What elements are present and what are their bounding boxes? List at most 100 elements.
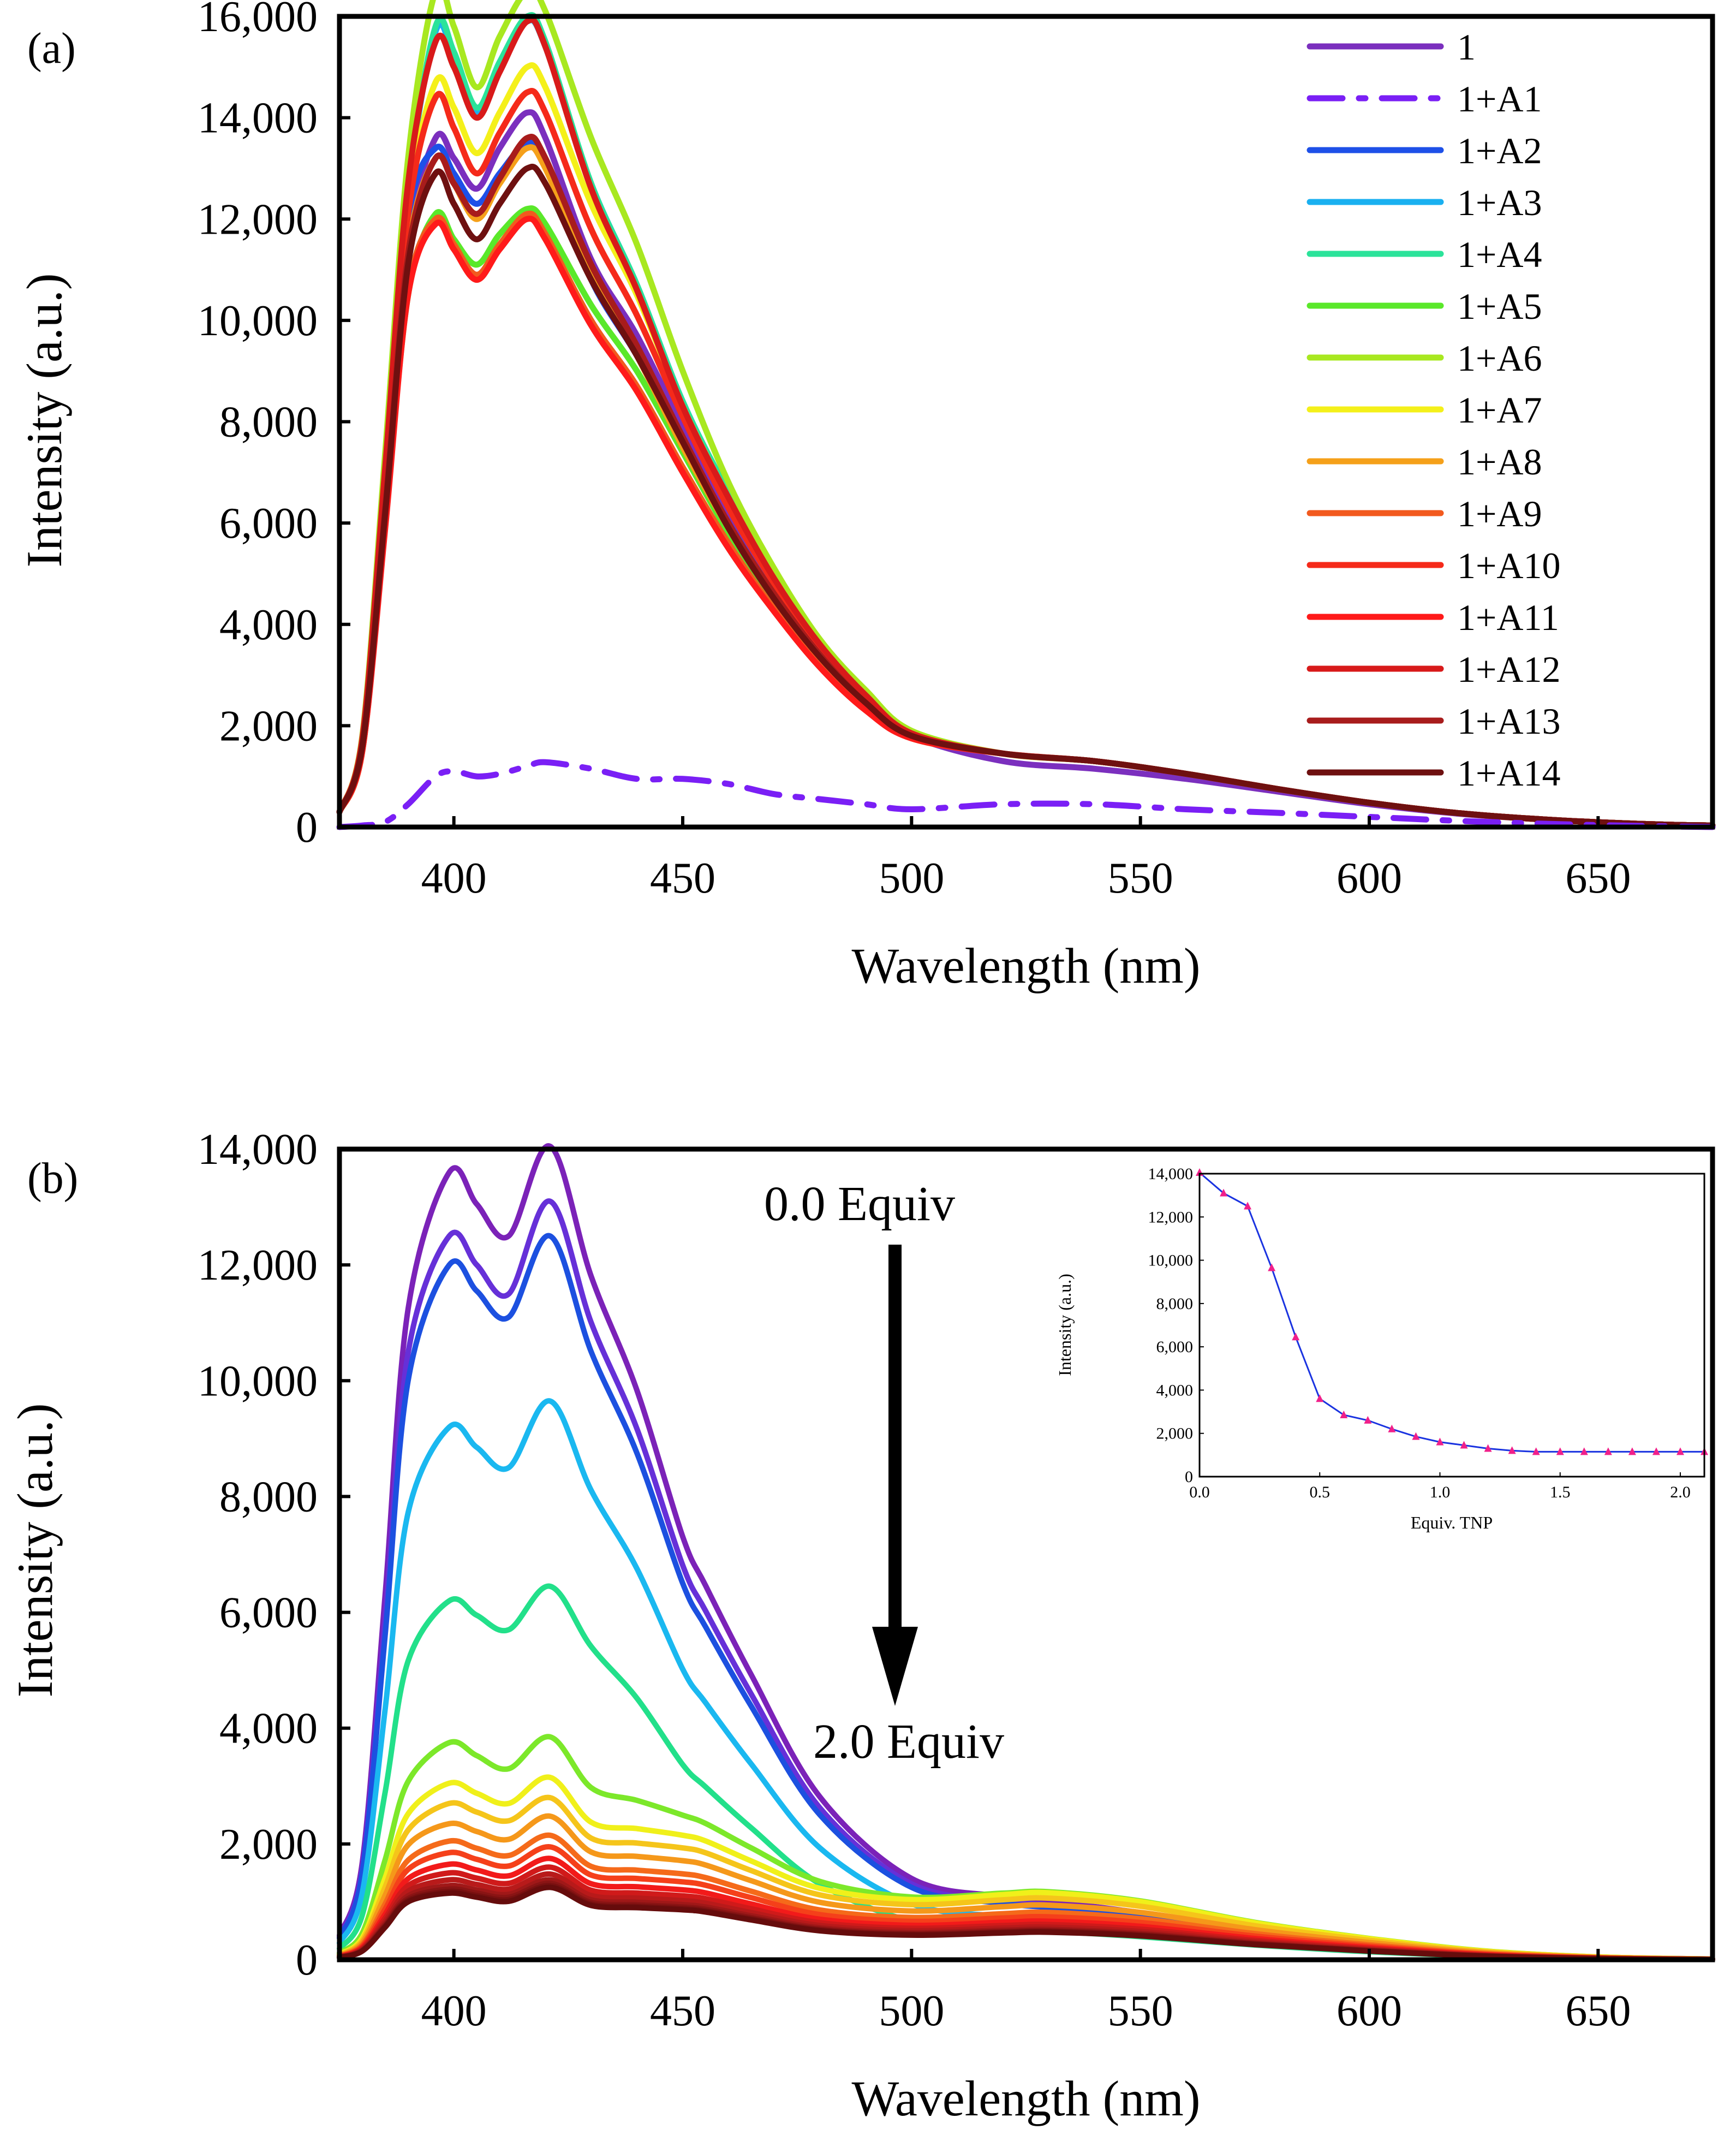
panel-a-x-tick-label: 650 [1565,854,1631,902]
inset-y-tick-label: 14,000 [1148,1165,1194,1183]
inset-y-tick-label: 8,000 [1156,1295,1194,1313]
legend-label: 1+A7 [1457,389,1542,431]
panel-a-y-tick-label: 0 [296,804,318,852]
legend-label: 1+A8 [1457,441,1542,483]
inset-data-marker [1316,1394,1324,1402]
legend-label: 1+A3 [1457,182,1542,223]
panel-a-y-tick-label: 6,000 [219,499,318,548]
panel-b-x-axis-title: Wavelength (nm) [852,2071,1201,2126]
inset-y-tick-label: 10,000 [1148,1252,1194,1270]
inset-x-tick-label: 0.0 [1189,1483,1210,1501]
panel-b-x-tick-label: 400 [421,1987,487,2035]
annotation-start-equiv: 0.0 Equiv [764,1177,955,1231]
inset-data-marker [1532,1447,1540,1455]
panel-a-x-tick-label: 600 [1337,854,1402,902]
inset-data-marker [1604,1447,1612,1455]
panel-a-y-ticks: 0 2,000 4,000 6,000 8,000 10,000 12,000 14,000 1… [198,0,350,852]
inset-data-marker [1460,1441,1468,1449]
inset-x-tick-label: 2.0 [1670,1483,1691,1501]
annotation-end-equiv: 2.0 Equiv [813,1715,1004,1769]
panel-b-y-tick-label: 14,000 [198,1126,318,1174]
inset-y-tick-label: 6,000 [1156,1338,1194,1356]
inset-data-marker [1340,1411,1348,1419]
legend-label: 1+A2 [1457,130,1542,171]
inset-x-ticks: 0.0 0.5 1.0 1.5 2.0 [1189,1472,1691,1501]
inset-y-tick-label: 2,000 [1156,1425,1194,1443]
inset-y-axis-title: Intensity (a.u.) [1055,1274,1075,1376]
inset-data-marker [1484,1444,1492,1452]
panel-a-x-tick-label: 500 [879,854,944,902]
inset-data-marker [1676,1447,1684,1455]
panel-a: (a) 400 450 500 550 600 650 0 2,000 4,000 6,000 8… [16,0,1716,994]
panel-a-y-tick-label: 16,000 [198,0,318,41]
panel-b-x-tick-label: 550 [1108,1987,1173,2035]
panel-b-x-ticks: 400 450 500 550 600 650 [421,1949,1631,2035]
panel-b-y-tick-label: 2,000 [219,1821,318,1869]
legend-label: 1+A1 [1457,78,1542,120]
legend-label: 1 [1457,26,1476,68]
inset-data-marker [1508,1446,1516,1454]
panel-b-y-tick-label: 8,000 [219,1473,318,1521]
inset-background [1200,1174,1704,1477]
legend-label: 1+A6 [1457,337,1542,379]
panel-b-x-tick-label: 450 [650,1987,715,2035]
panel-a-y-tick-label: 14,000 [198,94,318,142]
panel-b-x-tick-label: 650 [1565,1987,1631,2035]
panel-b-y-axis-title: Intensity (a.u.) [7,1403,63,1697]
inset-data-marker [1556,1447,1564,1455]
inset-data-marker [1628,1447,1636,1455]
legend-label: 1+A4 [1457,234,1542,275]
panel-b-x-tick-label: 600 [1337,1987,1402,2035]
inset-y-tick-label: 0 [1185,1468,1193,1486]
inset-series-line [1199,1171,1704,1453]
panel-a-x-axis-title: Wavelength (nm) [852,938,1201,994]
inset-y-tick-label: 12,000 [1148,1208,1194,1226]
panel-a-y-tick-label: 2,000 [219,702,318,750]
inset-data-marker [1580,1447,1588,1455]
panel-b-series-line [337,1884,1715,1962]
legend-label: 1+A12 [1457,649,1560,690]
panel-a-series-group [336,0,1716,830]
inset-data-marker [1364,1416,1372,1424]
panel-b-series-group [337,1143,1715,1962]
panel-b-y-tick-label: 0 [296,1936,318,1984]
panel-b-y-tick-label: 6,000 [219,1589,318,1637]
panel-a-y-tick-label: 8,000 [219,399,318,447]
legend-label: 1+A5 [1457,286,1542,327]
inset-data-marker [1388,1424,1396,1432]
legend-label: 1+A13 [1457,700,1560,742]
panel-b-y-ticks: 0 2,000 4,000 6,000 8,000 10,000 12,000 14,000 [198,1126,350,1984]
inset-data-marker [1412,1432,1420,1440]
inset-series-group [1196,1168,1708,1455]
panel-a-label: (a) [27,25,76,73]
panel-b-x-tick-label: 500 [879,1987,944,2035]
panel-a-y-axis-title: Intensity (a.u.) [16,273,72,567]
legend-label: 1+A9 [1457,493,1542,534]
panel-b: (b) 400 450 500 550 600 650 0 2,000 4,000 6,000 8… [7,1126,1715,2126]
panel-b-y-tick-label: 4,000 [219,1705,318,1753]
inset-y-tick-label: 4,000 [1156,1381,1194,1399]
inset-data-marker [1436,1437,1444,1446]
inset-x-tick-label: 1.0 [1430,1483,1451,1501]
panel-a-y-tick-label: 12,000 [198,195,318,243]
panel-a-y-tick-label: 4,000 [219,601,318,649]
inset-data-marker [1292,1333,1300,1341]
panel-a-x-tick-label: 400 [421,854,487,902]
inset-data-marker [1244,1202,1252,1210]
panel-a-x-tick-label: 450 [650,854,715,902]
panel-b-y-tick-label: 10,000 [198,1357,318,1405]
inset-data-marker [1268,1263,1276,1271]
panel-a-legend: 1 1+A1 1+A2 1+A3 1+A4 1+A5 1+A6 1+A7 1+A8 1+A9 1+A… [1307,26,1560,794]
inset-x-tick-label: 0.5 [1309,1483,1330,1501]
panel-b-y-tick-label: 12,000 [198,1241,318,1289]
inset-data-marker [1652,1447,1660,1455]
panel-b-label: (b) [27,1155,78,1203]
inset-frame [1198,1173,1705,1478]
panel-a-series-line [336,163,1716,829]
inset-y-ticks: 0 2,000 4,000 6,000 8,000 10,000 12,000 14,000 [1148,1165,1204,1486]
panel-a-series-line [336,759,1716,830]
panel-a-x-ticks: 400 450 500 550 600 650 [421,816,1631,902]
